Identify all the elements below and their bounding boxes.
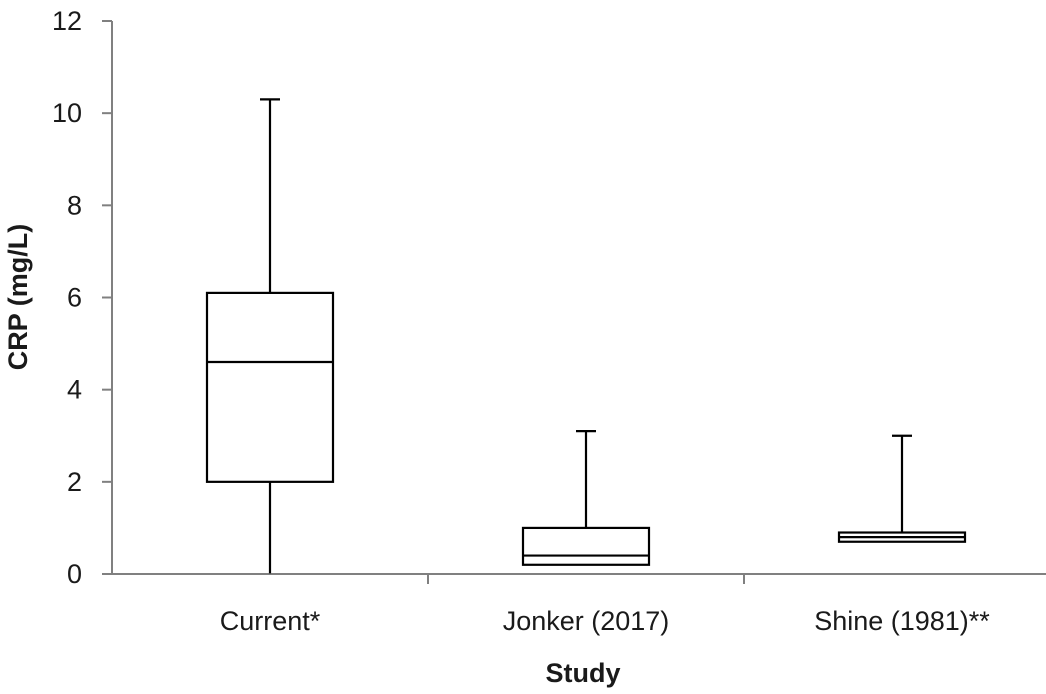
y-tick-label: 12 — [52, 6, 82, 36]
y-tick-label: 8 — [67, 190, 82, 220]
x-tick-label: Shine (1981)** — [814, 606, 990, 636]
y-tick-label: 10 — [52, 98, 82, 128]
y-axis: 0 2 4 6 8 10 12 — [52, 6, 113, 589]
y-tick-label: 2 — [67, 467, 82, 497]
iqr-box — [205, 291, 335, 483]
y-tick-label: 0 — [67, 559, 82, 589]
box-2 — [521, 430, 651, 566]
box-1 — [205, 98, 335, 575]
x-axis: Current* Jonker (2017) Shine (1981)** — [112, 573, 1046, 636]
box-3 — [837, 434, 967, 543]
iqr-box — [521, 526, 651, 566]
x-tick-label: Jonker (2017) — [503, 606, 670, 636]
y-tick-label: 4 — [67, 375, 82, 405]
y-axis-title: CRP (mg/L) — [3, 224, 33, 371]
y-tick-label: 6 — [67, 283, 82, 313]
x-axis-title: Study — [545, 658, 620, 688]
x-tick-label: Current* — [220, 606, 321, 636]
box-series — [205, 98, 967, 575]
